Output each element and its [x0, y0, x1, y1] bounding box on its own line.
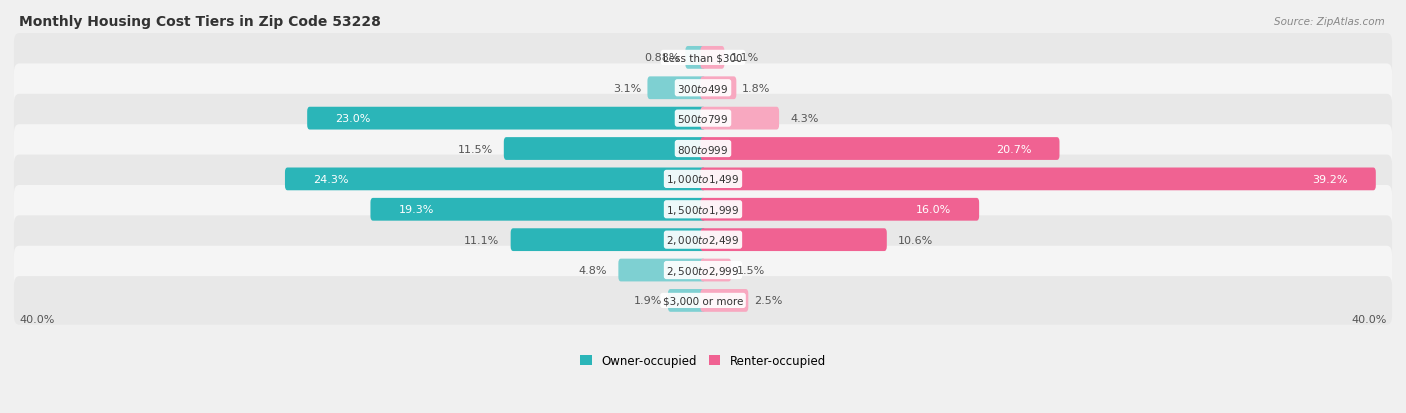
Text: 3.1%: 3.1%	[613, 83, 641, 93]
Text: 1.5%: 1.5%	[737, 266, 765, 275]
Text: Less than $300: Less than $300	[664, 53, 742, 63]
Text: 24.3%: 24.3%	[314, 174, 349, 185]
Text: 40.0%: 40.0%	[20, 314, 55, 325]
FancyBboxPatch shape	[668, 290, 706, 312]
FancyBboxPatch shape	[14, 95, 1392, 143]
Text: 10.6%: 10.6%	[898, 235, 934, 245]
Text: 4.8%: 4.8%	[579, 266, 607, 275]
FancyBboxPatch shape	[14, 155, 1392, 204]
Text: 1.8%: 1.8%	[742, 83, 770, 93]
FancyBboxPatch shape	[285, 168, 706, 191]
Text: Monthly Housing Cost Tiers in Zip Code 53228: Monthly Housing Cost Tiers in Zip Code 5…	[20, 15, 381, 29]
FancyBboxPatch shape	[14, 185, 1392, 234]
Text: $2,500 to $2,999: $2,500 to $2,999	[666, 264, 740, 277]
Text: $300 to $499: $300 to $499	[678, 83, 728, 95]
FancyBboxPatch shape	[700, 47, 724, 70]
FancyBboxPatch shape	[14, 246, 1392, 294]
FancyBboxPatch shape	[700, 198, 979, 221]
Text: 39.2%: 39.2%	[1312, 174, 1347, 185]
Text: 23.0%: 23.0%	[336, 114, 371, 124]
Text: $500 to $799: $500 to $799	[678, 113, 728, 125]
FancyBboxPatch shape	[370, 198, 706, 221]
FancyBboxPatch shape	[700, 259, 731, 282]
Text: $1,000 to $1,499: $1,000 to $1,499	[666, 173, 740, 186]
Text: 40.0%: 40.0%	[1351, 314, 1386, 325]
FancyBboxPatch shape	[14, 276, 1392, 325]
Text: 16.0%: 16.0%	[915, 205, 950, 215]
Text: 20.7%: 20.7%	[995, 144, 1031, 154]
Text: $800 to $999: $800 to $999	[678, 143, 728, 155]
FancyBboxPatch shape	[700, 168, 1376, 191]
Text: 0.88%: 0.88%	[644, 53, 679, 63]
Text: 19.3%: 19.3%	[399, 205, 434, 215]
FancyBboxPatch shape	[700, 107, 779, 130]
FancyBboxPatch shape	[503, 138, 706, 161]
FancyBboxPatch shape	[700, 290, 748, 312]
Text: $2,000 to $2,499: $2,000 to $2,499	[666, 234, 740, 247]
Text: $1,500 to $1,999: $1,500 to $1,999	[666, 203, 740, 216]
Text: 1.9%: 1.9%	[634, 296, 662, 306]
Text: 11.5%: 11.5%	[457, 144, 492, 154]
FancyBboxPatch shape	[685, 47, 706, 70]
FancyBboxPatch shape	[619, 259, 706, 282]
Legend: Owner-occupied, Renter-occupied: Owner-occupied, Renter-occupied	[579, 354, 827, 367]
Text: Source: ZipAtlas.com: Source: ZipAtlas.com	[1274, 17, 1385, 26]
Text: 2.5%: 2.5%	[754, 296, 783, 306]
FancyBboxPatch shape	[647, 77, 706, 100]
FancyBboxPatch shape	[510, 229, 706, 252]
Text: $3,000 or more: $3,000 or more	[662, 296, 744, 306]
Text: 11.1%: 11.1%	[464, 235, 499, 245]
FancyBboxPatch shape	[700, 77, 737, 100]
FancyBboxPatch shape	[14, 125, 1392, 173]
FancyBboxPatch shape	[14, 64, 1392, 113]
FancyBboxPatch shape	[14, 34, 1392, 83]
FancyBboxPatch shape	[700, 229, 887, 252]
Text: 1.1%: 1.1%	[730, 53, 759, 63]
FancyBboxPatch shape	[14, 216, 1392, 264]
FancyBboxPatch shape	[307, 107, 706, 130]
FancyBboxPatch shape	[700, 138, 1060, 161]
Text: 4.3%: 4.3%	[790, 114, 818, 124]
